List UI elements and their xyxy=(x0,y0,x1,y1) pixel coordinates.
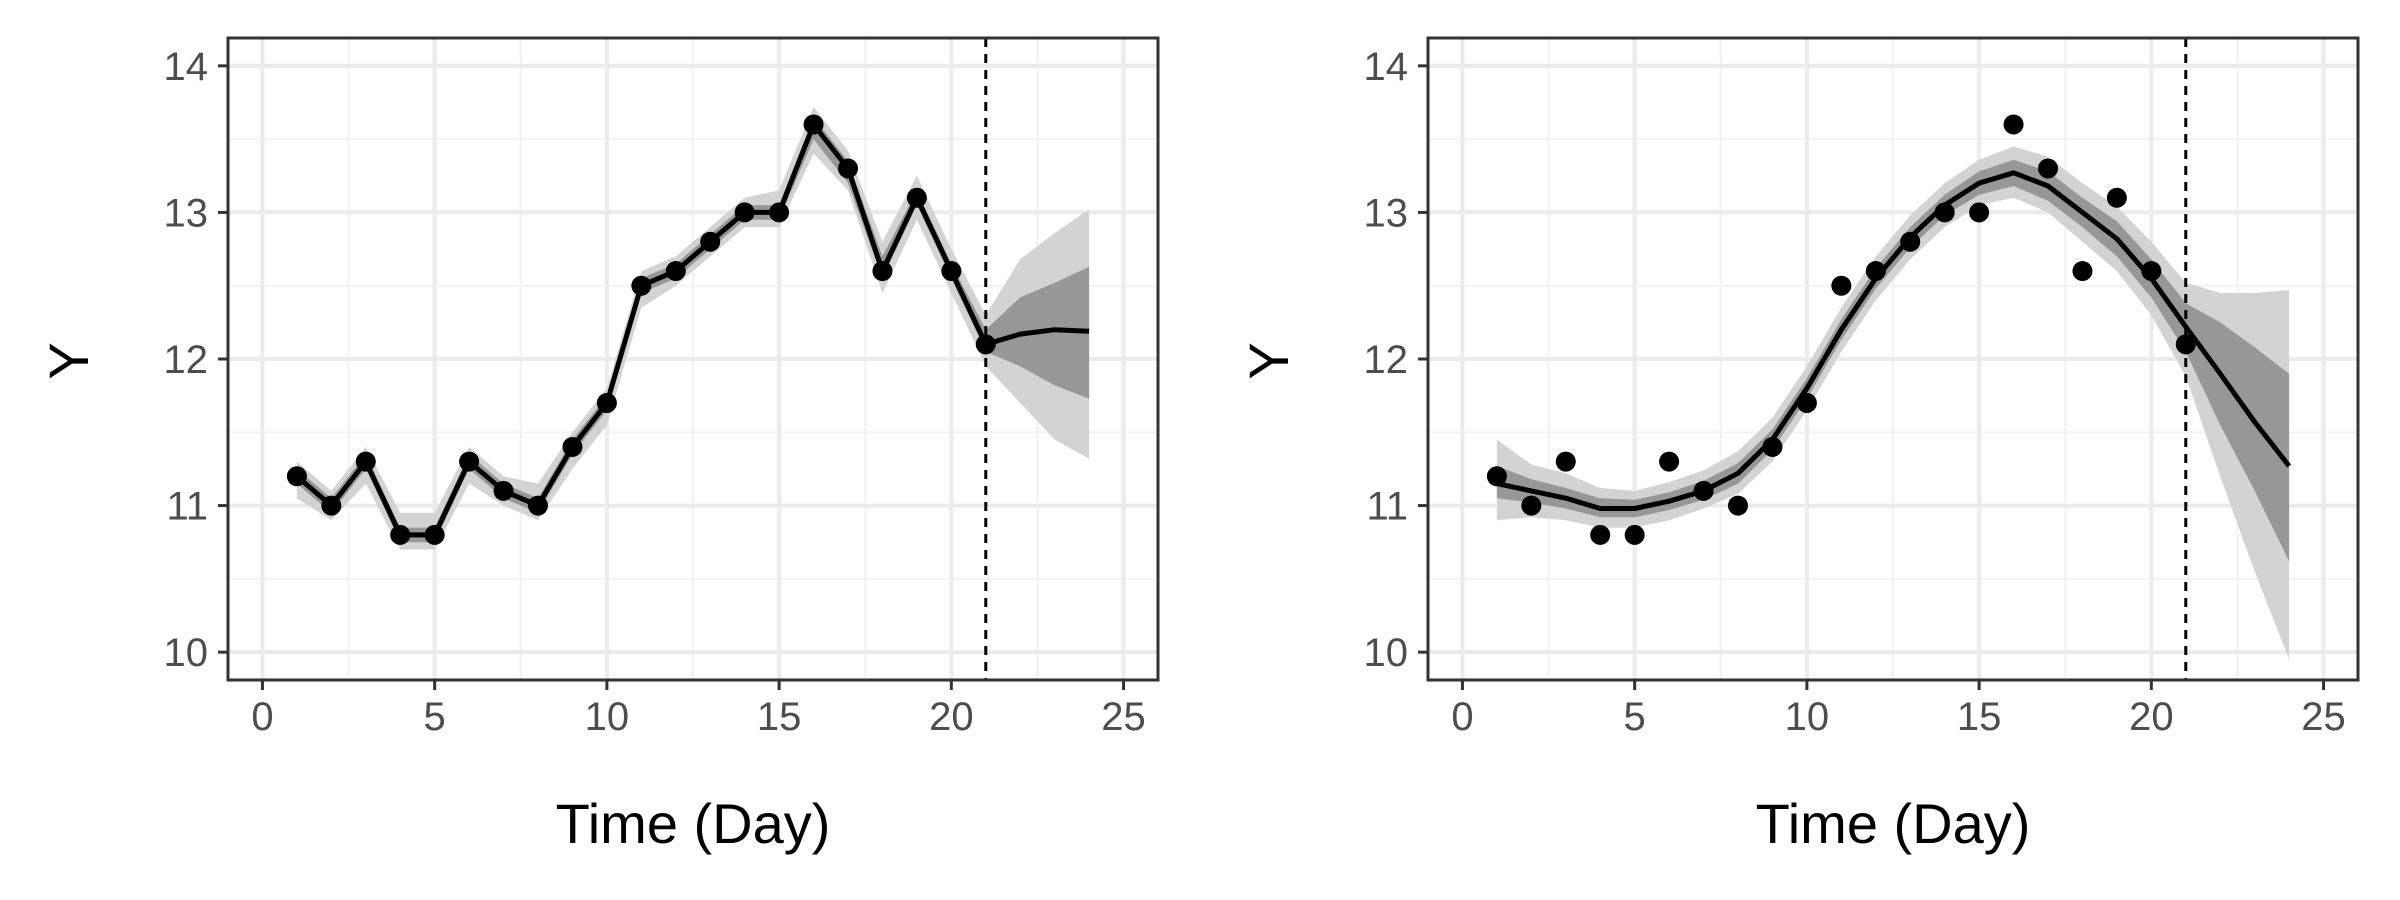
data-point xyxy=(1796,392,1817,413)
data-point xyxy=(1728,495,1748,516)
x-axis-title: Time (Day) xyxy=(556,792,831,855)
data-point xyxy=(390,524,411,545)
x-tick-label: 15 xyxy=(1957,695,2002,739)
y-tick-label: 13 xyxy=(164,191,209,235)
data-point xyxy=(493,480,514,501)
data-point xyxy=(528,495,548,516)
data-point xyxy=(596,392,617,413)
data-point xyxy=(286,466,307,487)
x-tick-label: 20 xyxy=(2129,695,2174,739)
data-point xyxy=(2106,187,2127,208)
y-axis-title: Y xyxy=(1237,342,1300,379)
data-point xyxy=(562,436,583,457)
x-tick-label: 5 xyxy=(1624,695,1646,739)
y-tick-label: 14 xyxy=(164,45,209,89)
data-point xyxy=(2003,114,2024,135)
x-tick-label: 10 xyxy=(1785,695,1830,739)
x-tick-label: 20 xyxy=(929,695,974,739)
data-point xyxy=(1486,466,1507,487)
data-point xyxy=(872,261,893,282)
data-point xyxy=(700,231,721,252)
data-point xyxy=(1624,524,1645,545)
x-tick-label: 25 xyxy=(2301,695,2346,739)
x-tick-label: 0 xyxy=(1451,695,1473,739)
y-tick-label: 12 xyxy=(1364,338,1409,382)
data-point xyxy=(355,451,376,472)
data-point xyxy=(424,524,445,545)
data-point xyxy=(769,202,790,223)
data-point xyxy=(906,187,927,208)
data-point xyxy=(1521,495,1542,516)
data-point xyxy=(2141,261,2162,282)
y-tick-label: 11 xyxy=(1366,485,1408,529)
data-point xyxy=(1555,451,1576,472)
data-point xyxy=(1762,436,1783,457)
data-point xyxy=(1934,202,1955,223)
x-tick-label: 0 xyxy=(251,695,273,739)
data-point xyxy=(1831,275,1852,296)
y-tick-label: 14 xyxy=(1364,45,1409,89)
data-point xyxy=(2038,158,2058,179)
y-tick-label: 11 xyxy=(166,485,208,529)
data-point xyxy=(838,158,858,179)
x-tick-label: 10 xyxy=(585,695,630,739)
data-point xyxy=(803,114,824,135)
data-point xyxy=(2072,261,2093,282)
data-point xyxy=(1659,451,1680,472)
x-axis-title: Time (Day) xyxy=(1756,792,2031,855)
y-tick-label: 13 xyxy=(1364,191,1409,235)
y-tick-label: 10 xyxy=(1364,631,1409,675)
x-tick-label: 15 xyxy=(757,695,802,739)
data-point xyxy=(1969,202,1990,223)
data-point xyxy=(1865,261,1886,282)
data-point xyxy=(1693,480,1714,501)
y-axis-title: Y xyxy=(37,342,100,379)
data-point xyxy=(1900,231,1921,252)
y-tick-label: 10 xyxy=(164,631,209,675)
data-point xyxy=(459,451,480,472)
data-point xyxy=(321,495,342,516)
x-tick-label: 5 xyxy=(424,695,446,739)
data-point xyxy=(665,261,686,282)
data-point xyxy=(734,202,755,223)
y-tick-label: 12 xyxy=(164,338,209,382)
data-point xyxy=(1590,524,1611,545)
data-point xyxy=(631,275,652,296)
fitted-line xyxy=(1496,170,2292,511)
chart-panel-right: 0 5 10 15 20 25 10 11 12 13 14 Y Time (Day) xyxy=(1237,36,2360,855)
data-point xyxy=(941,261,962,282)
x-tick-label: 25 xyxy=(1101,695,1146,739)
chart-panel-left: 0 5 10 15 20 25 10 11 12 13 14 Y Time (Day) xyxy=(37,36,1160,855)
